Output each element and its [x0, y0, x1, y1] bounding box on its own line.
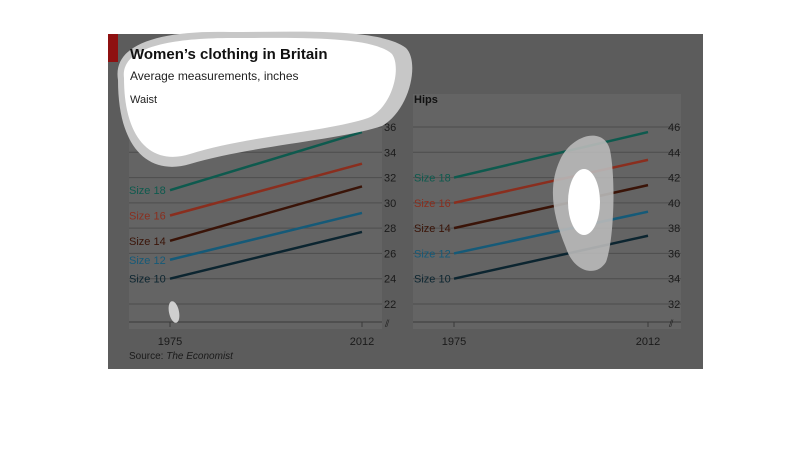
axis-break-mark: ⫽: [668, 319, 674, 330]
y-tick-label: 42: [668, 173, 680, 185]
series-line: [169, 230, 363, 280]
y-tick-label: 32: [384, 173, 396, 185]
axis-break-mark: ⫽: [384, 319, 390, 330]
x-tick-label: 1975: [158, 336, 182, 348]
series-line: [453, 158, 649, 205]
x-tick-label: 2012: [350, 336, 374, 348]
y-tick-label: 24: [384, 274, 396, 286]
waist-panel-label: Waist: [130, 94, 158, 106]
glare-spot-core: [568, 169, 600, 235]
series-label: Size 16: [414, 198, 451, 210]
series-line: [453, 183, 649, 230]
series-line: [169, 162, 363, 217]
y-tick-label: 30: [384, 198, 396, 210]
series-line: [453, 234, 649, 280]
source-prefix: Source:: [129, 351, 164, 362]
source-name: The Economist: [166, 351, 233, 362]
series-label: Size 12: [414, 248, 451, 260]
chart-source: Source: The Economist: [129, 351, 233, 362]
y-tick-label: 36: [384, 122, 396, 134]
labels-layer: 22 24 26 28 30 32 34 36 ⫽ 1975 2012 Size 18 Size 16 S…: [129, 122, 680, 348]
speech-bubble-overlay-inner: [123, 37, 396, 157]
y-tick-label: 46: [668, 122, 680, 134]
series-line: [169, 130, 363, 192]
series-layer: [169, 130, 649, 280]
series-label: Size 14: [414, 223, 451, 235]
y-tick-label: 32: [668, 299, 680, 311]
y-tick-label: 36: [668, 248, 680, 260]
series-label: Size 10: [414, 274, 451, 286]
series-label: Size 18: [414, 173, 451, 185]
y-tick-label: 40: [668, 198, 680, 210]
series-line: [453, 210, 649, 255]
brand-tab: [108, 34, 118, 62]
hips-panel: [413, 94, 681, 329]
series-line: [169, 211, 363, 261]
series-label: Size 14: [129, 236, 166, 248]
y-tick-label: 28: [384, 223, 396, 235]
y-tick-label: 44: [668, 147, 680, 159]
glare-spot-small: [168, 301, 180, 323]
series-label: Size 16: [129, 211, 166, 223]
series-line: [453, 130, 649, 179]
chart-subtitle: Average measurements, inches: [130, 69, 299, 83]
series-label: Size 10: [129, 274, 166, 286]
series-label: Size 18: [129, 185, 166, 197]
series-label: Size 12: [129, 255, 166, 267]
y-tick-label: 34: [384, 147, 396, 159]
x-tick-label: 1975: [442, 336, 466, 348]
y-tick-label: 38: [668, 223, 680, 235]
y-tick-label: 26: [384, 248, 396, 260]
x-tick-label: 2012: [636, 336, 660, 348]
series-line: [169, 185, 363, 242]
y-tick-label: 22: [384, 299, 396, 311]
hips-panel-label: Hips: [414, 94, 438, 106]
chart-title: Women’s clothing in Britain: [130, 46, 328, 63]
y-tick-label: 34: [668, 274, 680, 286]
